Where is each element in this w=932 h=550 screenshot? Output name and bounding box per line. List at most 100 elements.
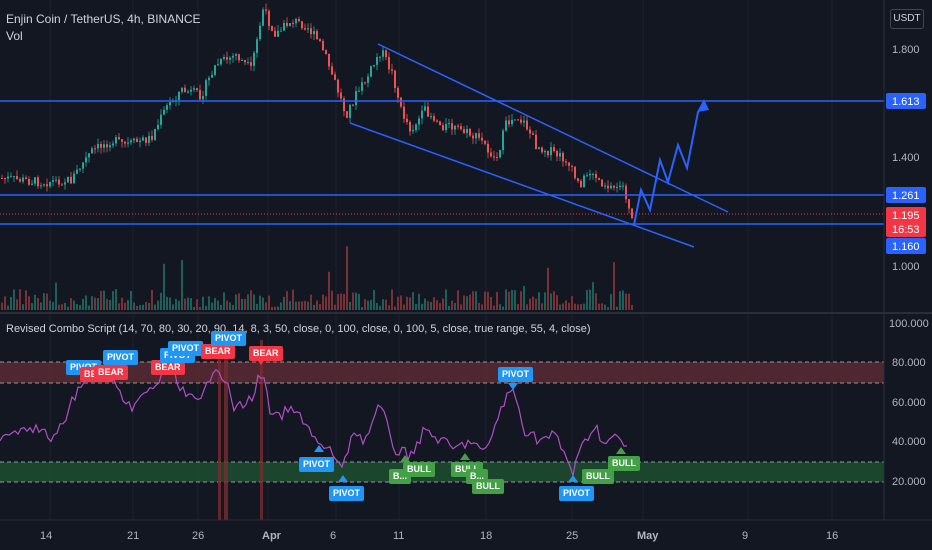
candle-body	[451, 123, 453, 130]
volume-bar	[385, 299, 387, 310]
candle-body	[310, 28, 312, 35]
volume-bar	[130, 290, 132, 310]
candle-body	[286, 22, 288, 26]
volume-bar	[238, 293, 240, 310]
candle-body	[100, 144, 102, 148]
candle-body	[331, 66, 333, 75]
volume-bar	[469, 294, 471, 310]
candle-body	[259, 25, 261, 40]
candle-body	[91, 148, 93, 154]
volume-bar	[28, 296, 30, 310]
volume-bar	[46, 293, 48, 310]
volume-bar	[58, 304, 60, 310]
pivot-tag: PIVOT	[299, 457, 335, 472]
candle-body	[82, 162, 84, 169]
volume-bar	[337, 294, 339, 310]
current-price-badge[interactable]	[886, 207, 926, 237]
volume-bar	[505, 289, 507, 310]
candle-body	[205, 80, 207, 96]
volume-bar	[271, 306, 273, 310]
volume-bar	[133, 302, 135, 310]
bull-triangle-icon	[616, 447, 626, 454]
indicator-title[interactable]: Revised Combo Script (14, 70, 80, 30, 20…	[6, 323, 591, 335]
candle-body	[466, 128, 468, 134]
bear-tag: BEAR	[94, 365, 128, 380]
candle-body	[475, 133, 477, 139]
candle-body	[445, 123, 447, 131]
candle-body	[19, 179, 21, 182]
candle-countdown-text: 16:53	[892, 224, 920, 236]
volume-bar	[439, 303, 441, 310]
candle-body	[424, 106, 426, 111]
level-badge-1160[interactable]	[886, 238, 926, 254]
candle-body	[217, 64, 219, 66]
candle-body	[439, 121, 441, 126]
volume-bar	[592, 282, 594, 310]
candle-body	[67, 176, 69, 183]
candle-body	[604, 185, 606, 187]
candle-body	[529, 129, 531, 134]
candle-body	[613, 185, 615, 188]
volume-bar	[454, 302, 456, 310]
volume-bar	[523, 285, 525, 310]
candle-body	[79, 168, 81, 170]
volume-bar	[550, 293, 552, 310]
volume-bar	[412, 292, 414, 310]
volume-bar	[409, 297, 411, 310]
volume-bar	[76, 304, 78, 310]
projection-path[interactable]	[633, 103, 705, 226]
volume-bar	[364, 299, 366, 310]
candle-body	[406, 118, 408, 123]
volume-bar	[565, 300, 567, 310]
volume-bar	[331, 290, 333, 310]
candle-body	[463, 129, 465, 134]
candle-body	[187, 91, 189, 93]
candle-body	[433, 116, 435, 121]
currency-button[interactable]: USDT	[890, 9, 924, 29]
grid	[49, 0, 833, 520]
candle-body	[610, 185, 612, 189]
volume-bar	[508, 291, 510, 310]
volume-bar	[583, 303, 585, 310]
volume-bar	[304, 300, 306, 310]
candle-body	[400, 97, 402, 107]
candle-body	[148, 135, 150, 143]
candle-body	[223, 57, 225, 59]
channel-upper-trendline[interactable]	[377, 43, 729, 213]
candle-body	[88, 153, 90, 158]
bull-tag: BULL	[472, 479, 504, 494]
volume-bar	[481, 304, 483, 310]
candle-body	[622, 185, 624, 187]
volume-bar	[160, 292, 162, 310]
volume-bar	[121, 297, 123, 310]
level-badge-1261[interactable]	[886, 187, 926, 203]
volume-bar	[436, 300, 438, 310]
volume-bar	[124, 302, 126, 310]
time-tick: 16	[826, 530, 838, 542]
volume-bar	[235, 294, 237, 310]
candle-body	[289, 23, 291, 26]
volume-bar	[394, 306, 396, 310]
candle-body	[394, 70, 396, 89]
candle-body	[526, 120, 528, 130]
candle-body	[580, 180, 582, 188]
channel-lower-trendline[interactable]	[349, 122, 695, 248]
symbol-title[interactable]: Enjin Coin / TetherUS, 4h, BINANCE	[6, 12, 201, 26]
volume-bar	[541, 303, 543, 310]
candle-body	[28, 179, 30, 185]
volume-bar	[298, 301, 300, 310]
volume-bar	[316, 300, 318, 310]
volume-bar	[346, 246, 348, 310]
candle-body	[226, 57, 228, 60]
volume-bars	[1, 246, 633, 310]
level-badge-1613[interactable]	[886, 93, 926, 109]
candle-body	[589, 173, 591, 176]
candle-body	[40, 185, 42, 187]
volume-bar	[139, 305, 141, 310]
volume-bar	[241, 298, 243, 310]
bull-triangle-icon	[460, 453, 470, 460]
candle-body	[271, 26, 273, 31]
volume-bar	[136, 305, 138, 310]
time-tick: May	[637, 530, 659, 542]
